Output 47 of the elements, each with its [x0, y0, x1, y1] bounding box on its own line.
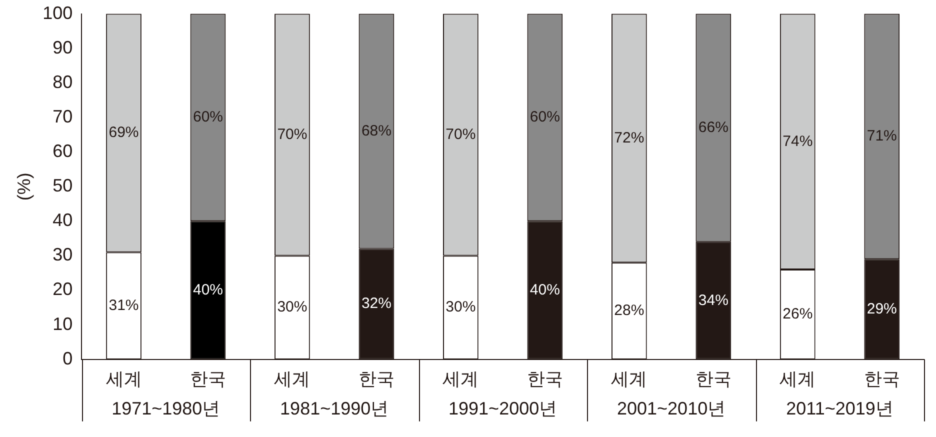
data-label: 32% [361, 295, 392, 312]
y-tick-label: 90 [52, 37, 73, 58]
x-tick-label: 한국 [526, 369, 563, 390]
x-tick-label: 세계 [611, 369, 648, 390]
data-label: 26% [782, 306, 813, 323]
data-label: 31% [108, 296, 139, 314]
data-label: 66% [698, 118, 728, 136]
data-label: 69% [108, 124, 139, 142]
y-tick-label: 20 [52, 279, 73, 300]
y-tick-label: 50 [52, 176, 73, 196]
y-tick-label: 40 [52, 210, 73, 230]
x-tick-label: 한국 [358, 369, 394, 390]
y-tick-label: 30 [52, 244, 73, 265]
x-tick-label: 세계 [442, 369, 479, 390]
data-label: 28% [614, 302, 644, 320]
data-label: 70% [277, 126, 308, 143]
data-label: 40% [192, 281, 224, 298]
y-tick-label: 60 [52, 141, 73, 162]
data-label: 30% [446, 298, 476, 316]
text: 1981~1990년 [280, 398, 389, 418]
x-tick-label: 세계 [274, 369, 310, 390]
x-tick-label: 한국 [695, 369, 732, 390]
data-label: 70% [446, 126, 476, 143]
data-label: 68% [361, 122, 392, 140]
data-label: 40% [530, 281, 560, 298]
data-label: 60% [530, 108, 560, 126]
text: 2001~2010년 [616, 398, 726, 418]
data-label: 30% [277, 298, 308, 316]
data-label: 60% [192, 108, 224, 126]
data-label: 74% [782, 132, 813, 150]
text: 1991~2000년 [448, 398, 558, 418]
data-label: 34% [698, 292, 728, 309]
y-tick-label: 0 [62, 348, 73, 368]
y-tick-label: 70 [52, 106, 73, 126]
data-label: 72% [614, 129, 644, 146]
y-tick-label: 100 [42, 2, 73, 23]
x-tick-label: 세계 [106, 369, 142, 390]
data-label: 71% [866, 128, 897, 145]
y-axis-title: (%) [14, 172, 34, 201]
y-tick-label: 10 [52, 314, 73, 334]
x-tick-label: 한국 [864, 369, 900, 390]
y-tick-label: 80 [52, 72, 73, 92]
data-label: 29% [866, 300, 897, 318]
text: 2011~2019년 [786, 398, 894, 418]
x-tick-label: 한국 [190, 369, 226, 390]
text: 1971~1980년 [112, 398, 220, 418]
x-tick-label: 세계 [780, 369, 816, 390]
